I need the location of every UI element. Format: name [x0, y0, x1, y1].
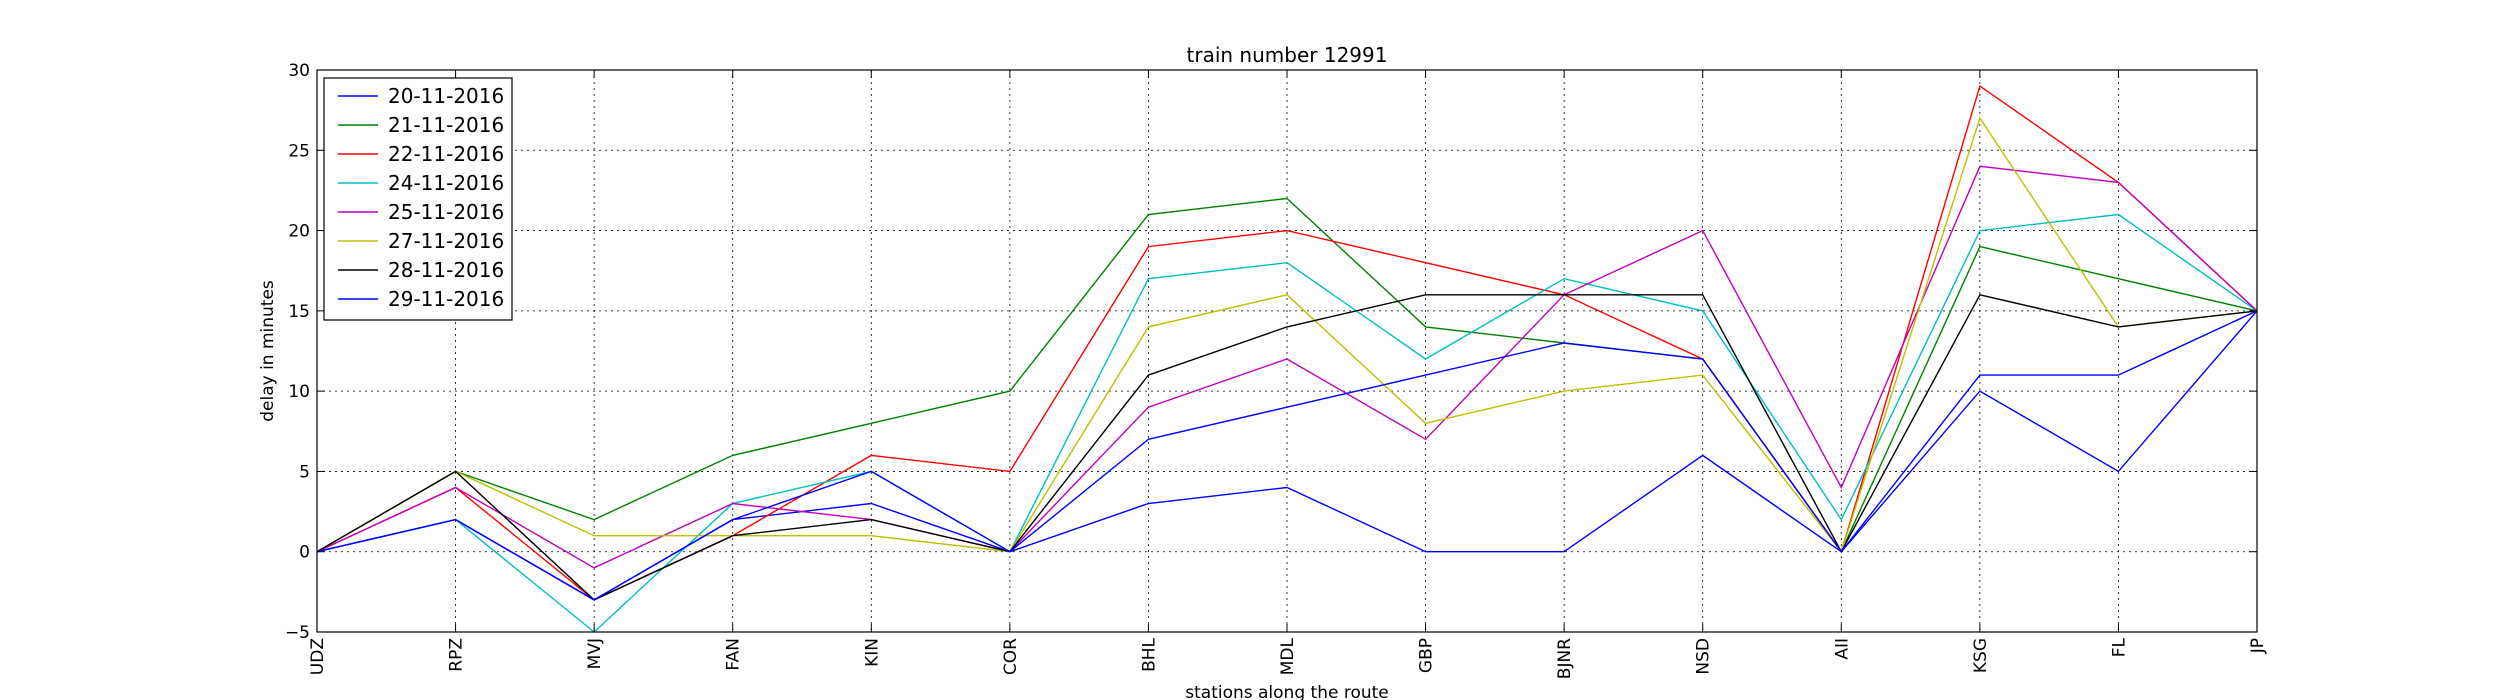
legend-box	[323, 77, 513, 321]
chart-title: train number 12991	[1187, 43, 1388, 67]
x-tick-label: JP	[2248, 638, 2268, 654]
x-tick-label: NSD	[1694, 638, 1714, 675]
legend-entry: 28-11-2016	[388, 258, 504, 282]
x-tick-label: MVJ	[585, 638, 605, 669]
y-tick-label: 0	[299, 543, 310, 563]
y-tick-label: 20	[288, 222, 310, 242]
x-tick-label: AII	[1832, 638, 1852, 660]
y-tick-label: 5	[299, 462, 310, 482]
x-tick-label: COR	[1001, 638, 1021, 675]
x-tick-label: GBP	[1417, 638, 1437, 673]
y-axis-label: delay in minutes	[258, 280, 278, 422]
legend-entry: 22-11-2016	[388, 142, 504, 166]
series-line-29-11-2016	[316, 310, 2258, 601]
legend-entry: 21-11-2016	[388, 113, 504, 137]
legend-entry: 27-11-2016	[388, 229, 504, 253]
x-tick-label: MDL	[1278, 637, 1298, 675]
series-line-24-11-2016	[316, 213, 2258, 633]
x-axis-label: stations along the route	[1185, 683, 1389, 700]
series-line-27-11-2016	[316, 116, 2258, 554]
y-tick-label: 30	[288, 61, 310, 81]
x-tick-label: FL	[2109, 637, 2129, 657]
y-tick-label: 10	[288, 382, 310, 402]
series-line-21-11-2016	[316, 197, 2258, 554]
x-tick-label: BJNR	[1555, 638, 1575, 679]
ticks: −5 0 5 10 15 20 25 30 UDZ RPZ MVJ FAN KIN COR BHL MDL GB…	[285, 61, 2268, 679]
y-tick-label: −5	[285, 623, 310, 643]
series-line-28-11-2016	[316, 293, 2258, 601]
x-tick-label: BHL	[1139, 637, 1159, 671]
x-tick-label: UDZ	[308, 638, 328, 675]
legend-entry: 29-11-2016	[388, 287, 504, 311]
y-tick-label: 25	[288, 141, 310, 161]
x-tick-label: RPZ	[447, 638, 467, 672]
y-tick-label: 15	[288, 302, 310, 322]
grid	[317, 70, 2257, 632]
x-tick-label: KSG	[1971, 638, 1991, 673]
legend-entry: 25-11-2016	[388, 200, 504, 224]
x-tick-label: KIN	[862, 638, 882, 667]
legend-entry: 24-11-2016	[388, 171, 504, 195]
legend-entry: 20-11-2016	[388, 84, 504, 108]
series-lines	[316, 84, 2258, 633]
series-line-25-11-2016	[316, 165, 2258, 569]
x-tick-label: FAN	[724, 638, 744, 671]
legend: 20-11-2016 21-11-2016 22-11-2016 24-11-2016…	[323, 77, 513, 321]
